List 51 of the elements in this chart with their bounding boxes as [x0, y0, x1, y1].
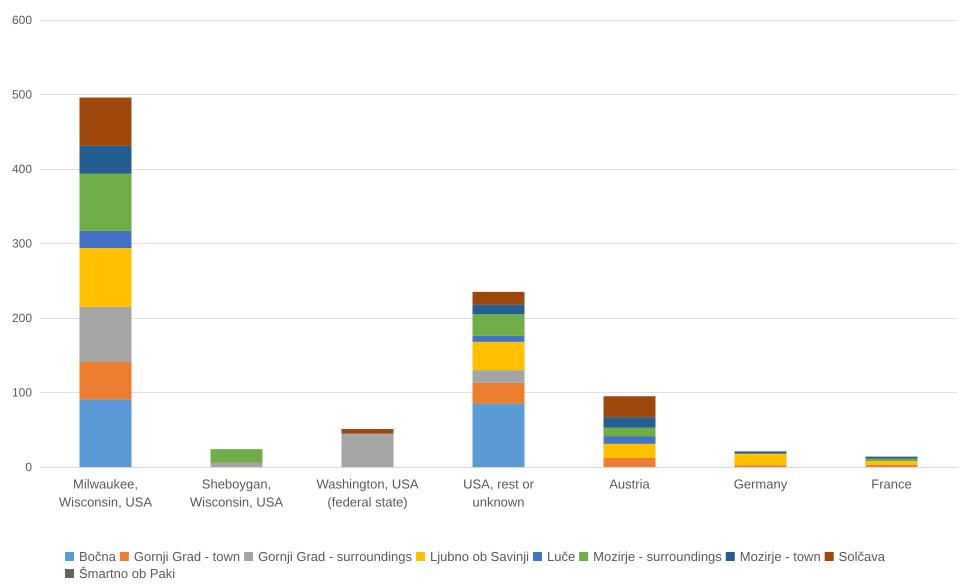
y-tick-label: 600 [12, 13, 32, 27]
legend-label: Gornji Grad - surroundings [258, 549, 412, 564]
bar [472, 314, 524, 336]
legend-label: Ljubno ob Savinji [430, 549, 530, 564]
y-tick-label: 300 [12, 236, 32, 250]
legend-label: Šmartno ob Paki [79, 566, 176, 581]
bar [342, 429, 394, 434]
y-tick-label: 100 [12, 386, 32, 400]
x-tick-label: Germany [734, 476, 788, 492]
x-tick-label: Milwaukee, Wisconsin, USA [58, 476, 152, 510]
bar [210, 449, 262, 463]
bar [604, 417, 656, 428]
x-tick-label: Washington, USA (federal state) [316, 476, 419, 510]
x-tick-label: USA, rest or unknown [463, 476, 535, 510]
bar [80, 248, 132, 307]
bar [80, 399, 132, 467]
bar [472, 382, 524, 404]
legend-label: Solčava [838, 549, 886, 564]
bar [472, 370, 524, 383]
bar [734, 454, 786, 466]
y-tick-label: 0 [25, 460, 32, 474]
bar [472, 336, 524, 342]
x-tick-label: France [871, 476, 912, 492]
bar [80, 306, 132, 362]
bar [342, 433, 394, 467]
bar [80, 97, 132, 146]
x-tick-label: Sheboygan, Wisconsin, USA [190, 476, 284, 510]
y-tick-label: 200 [12, 311, 32, 325]
bar [866, 461, 918, 465]
legend-label: Bočna [79, 549, 117, 564]
bar [604, 436, 656, 444]
legend-label: Gornji Grad - town [134, 549, 240, 564]
bar [604, 428, 656, 436]
bar [604, 396, 656, 418]
legend-label: Luče [546, 549, 576, 564]
bar [604, 444, 656, 458]
bar [472, 404, 524, 467]
bar [80, 230, 132, 248]
legend-label: Mozirje - surroundings [593, 549, 722, 564]
y-tick-label: 500 [12, 88, 32, 102]
bar [472, 342, 524, 370]
bar [604, 458, 656, 467]
bar [80, 146, 132, 174]
bar [472, 292, 524, 305]
y-tick-label: 400 [12, 162, 32, 176]
bar [472, 304, 524, 314]
legend-label: Mozirje - town [740, 549, 821, 564]
bar [210, 462, 262, 467]
x-tick-label: Austria [609, 476, 650, 492]
bar [80, 173, 132, 231]
bar [80, 362, 132, 400]
